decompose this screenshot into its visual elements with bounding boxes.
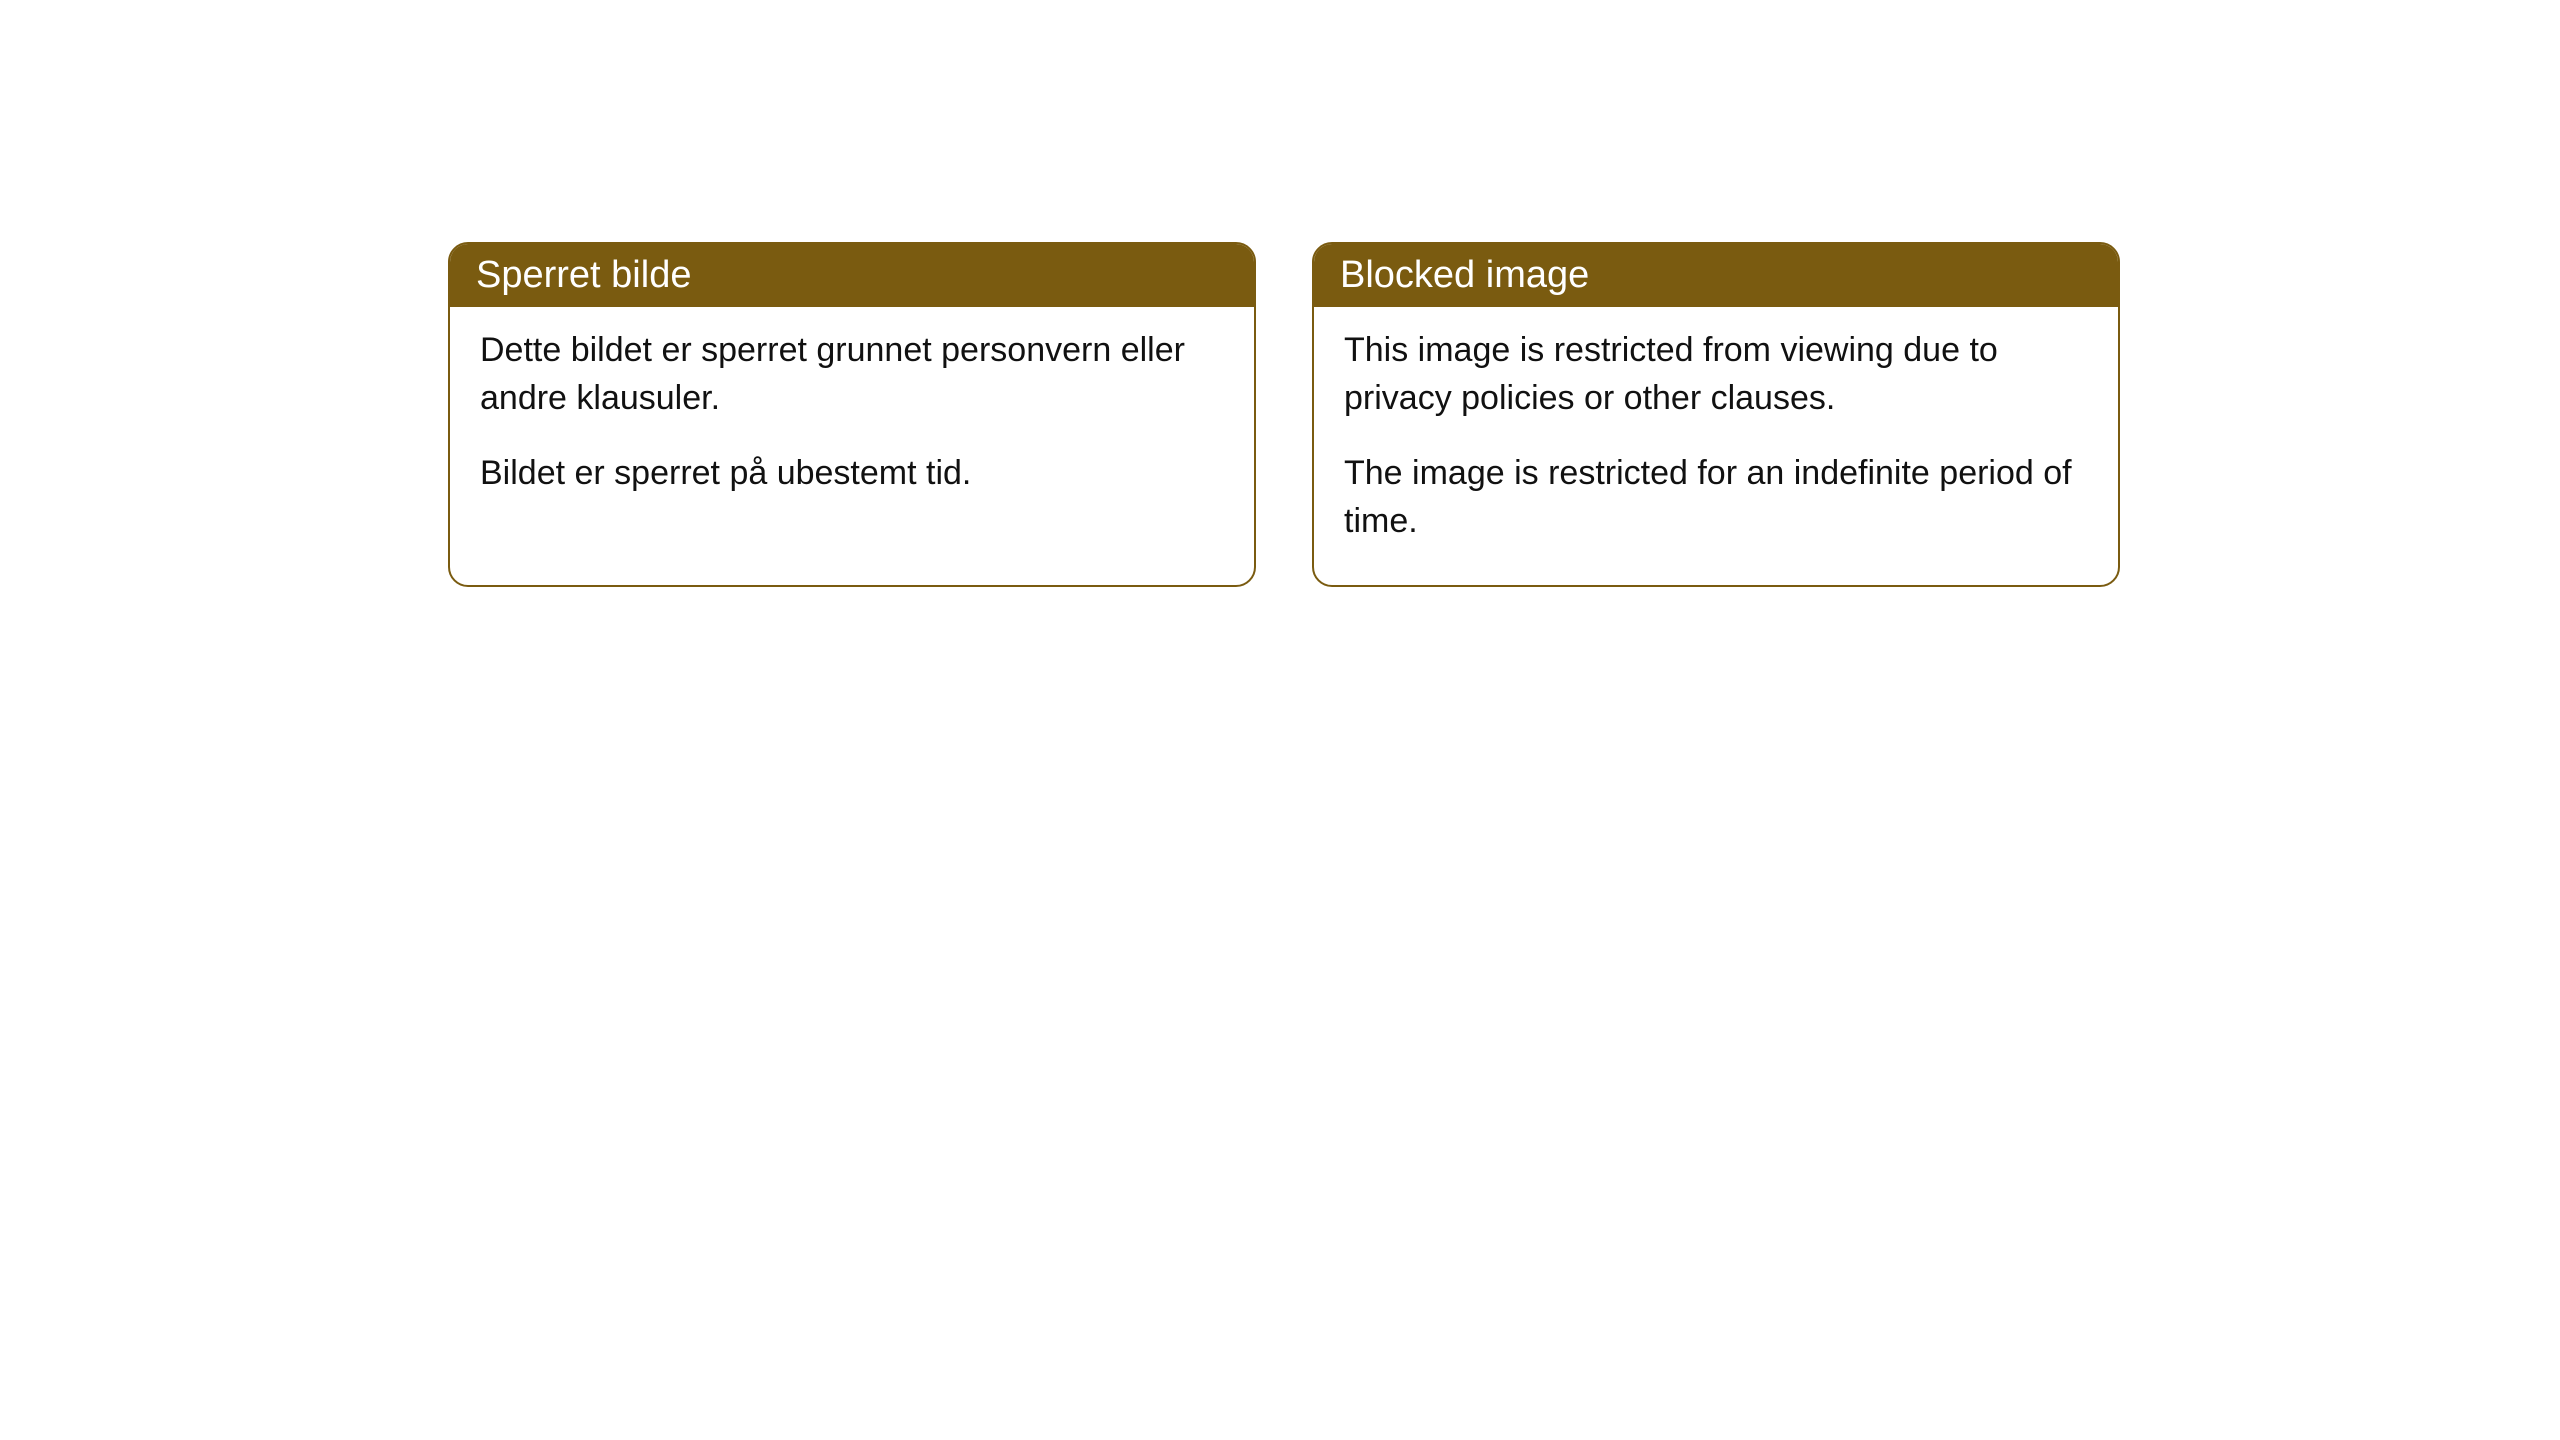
card-paragraph-2-en: The image is restricted for an indefinit… (1344, 450, 2088, 545)
card-body-en: This image is restricted from viewing du… (1314, 307, 2118, 585)
card-header-no: Sperret bilde (450, 244, 1254, 307)
card-header-en: Blocked image (1314, 244, 2118, 307)
blocked-image-card-no: Sperret bilde Dette bildet er sperret gr… (448, 242, 1256, 587)
card-paragraph-1-no: Dette bildet er sperret grunnet personve… (480, 327, 1224, 422)
card-paragraph-2-no: Bildet er sperret på ubestemt tid. (480, 450, 1224, 498)
cards-container: Sperret bilde Dette bildet er sperret gr… (0, 0, 2560, 587)
card-body-no: Dette bildet er sperret grunnet personve… (450, 307, 1254, 538)
blocked-image-card-en: Blocked image This image is restricted f… (1312, 242, 2120, 587)
card-paragraph-1-en: This image is restricted from viewing du… (1344, 327, 2088, 422)
card-title-en: Blocked image (1340, 254, 1589, 296)
card-title-no: Sperret bilde (476, 254, 691, 296)
